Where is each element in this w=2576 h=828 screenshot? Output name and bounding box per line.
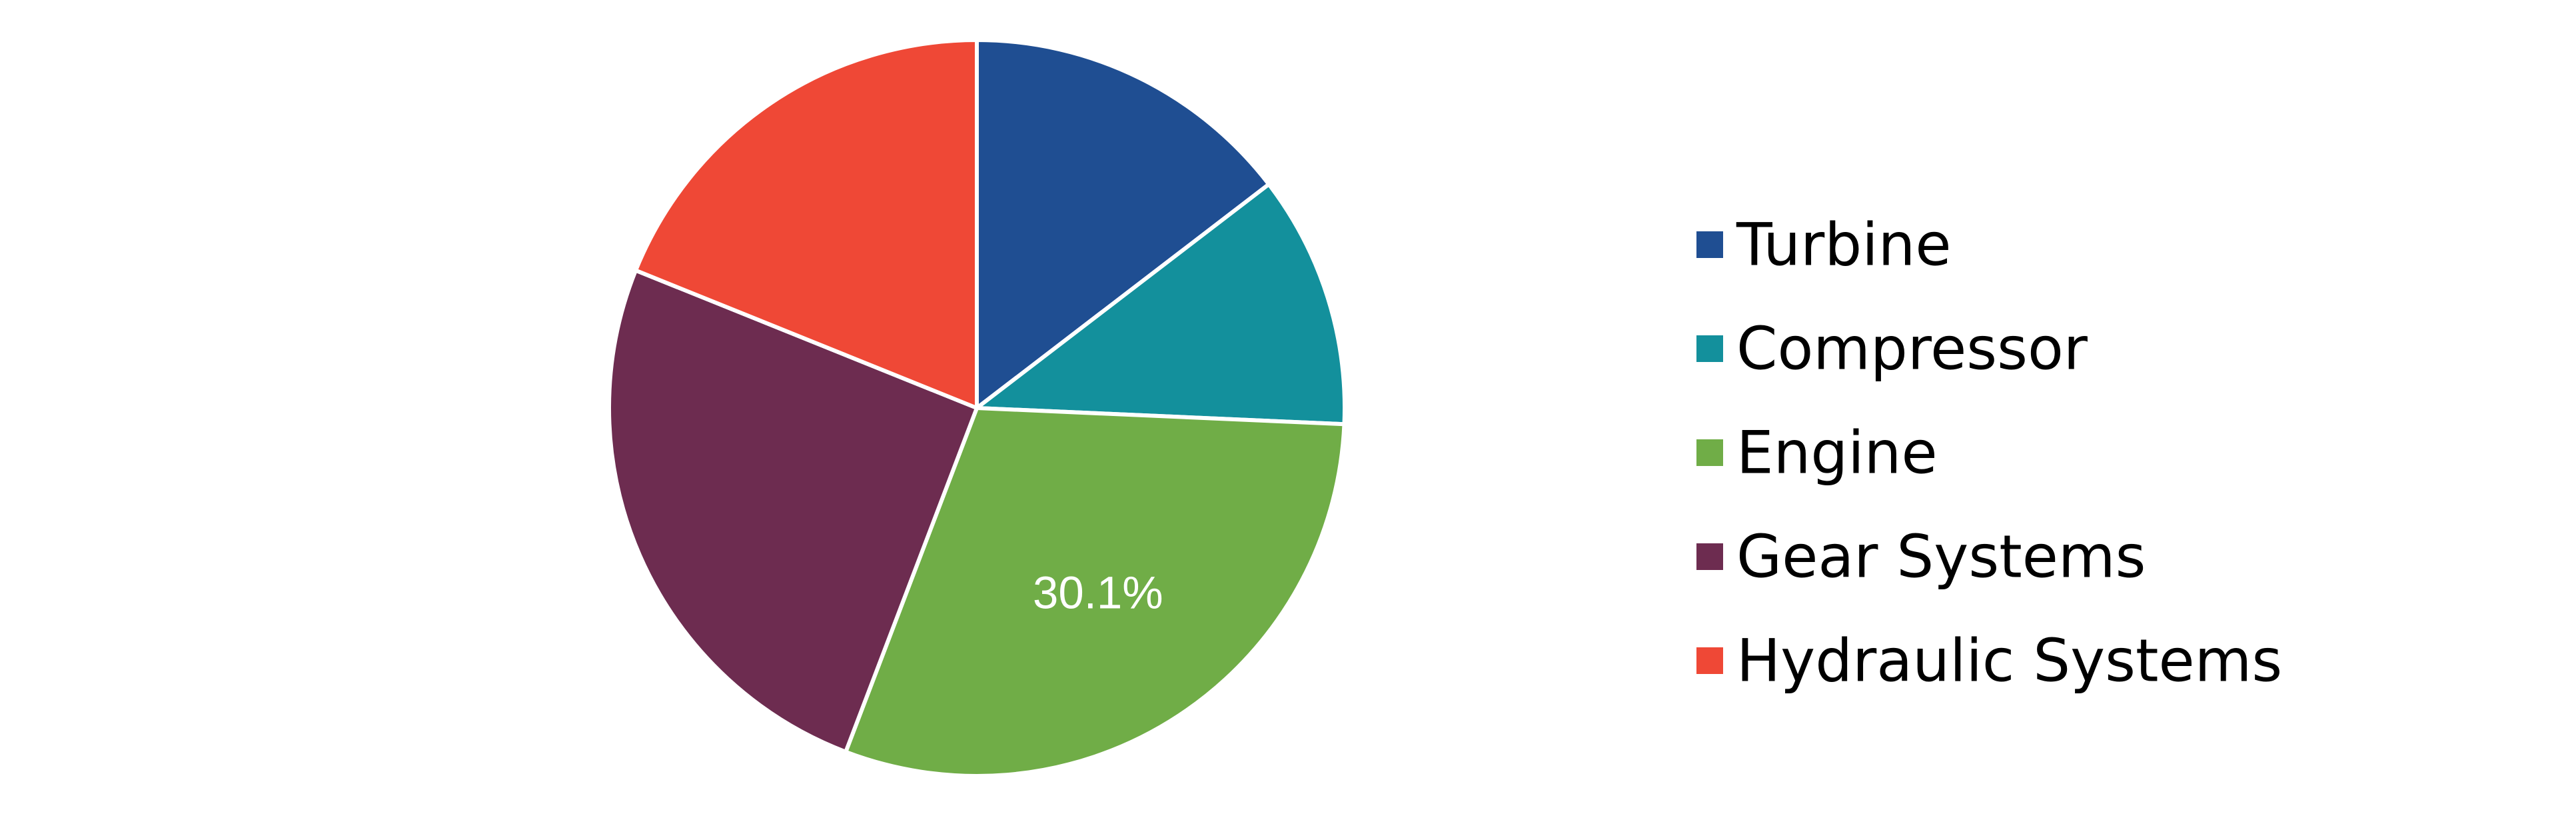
legend-label: Compressor bbox=[1736, 315, 2088, 383]
legend-item-gear-systems[interactable]: Gear Systems bbox=[1696, 523, 2146, 591]
legend-label: Engine bbox=[1736, 419, 1938, 487]
legend-label: Turbine bbox=[1736, 211, 1952, 279]
pie-slice-gear-systems[interactable] bbox=[607, 268, 979, 754]
legend-swatch bbox=[1696, 335, 1723, 362]
legend-item-engine[interactable]: Engine bbox=[1696, 419, 1938, 487]
pie-slices bbox=[607, 38, 1347, 778]
legend-item-turbine[interactable]: Turbine bbox=[1696, 211, 1952, 279]
legend-item-hydraulic-systems[interactable]: Hydraulic Systems bbox=[1696, 627, 2282, 695]
pie-slice-labels: 30.1% bbox=[1033, 567, 1163, 618]
pie-slice-turbine[interactable] bbox=[975, 38, 1271, 410]
legend-label: Gear Systems bbox=[1736, 523, 2146, 591]
pie-slice-compressor[interactable] bbox=[975, 182, 1347, 427]
pie-slice-hydraulic-systems[interactable] bbox=[634, 38, 979, 410]
legend-label: Hydraulic Systems bbox=[1736, 627, 2282, 695]
slice-value-label-engine: 30.1% bbox=[1033, 567, 1163, 618]
legend-item-compressor[interactable]: Compressor bbox=[1696, 315, 2088, 383]
pie-slice-engine[interactable] bbox=[844, 406, 1347, 778]
legend-swatch bbox=[1696, 231, 1723, 258]
legend: Turbine Compressor Engine Gear Systems Hydra… bbox=[1696, 211, 2282, 695]
legend-swatch bbox=[1696, 543, 1723, 570]
legend-swatch bbox=[1696, 439, 1723, 466]
legend-swatch bbox=[1696, 647, 1723, 674]
